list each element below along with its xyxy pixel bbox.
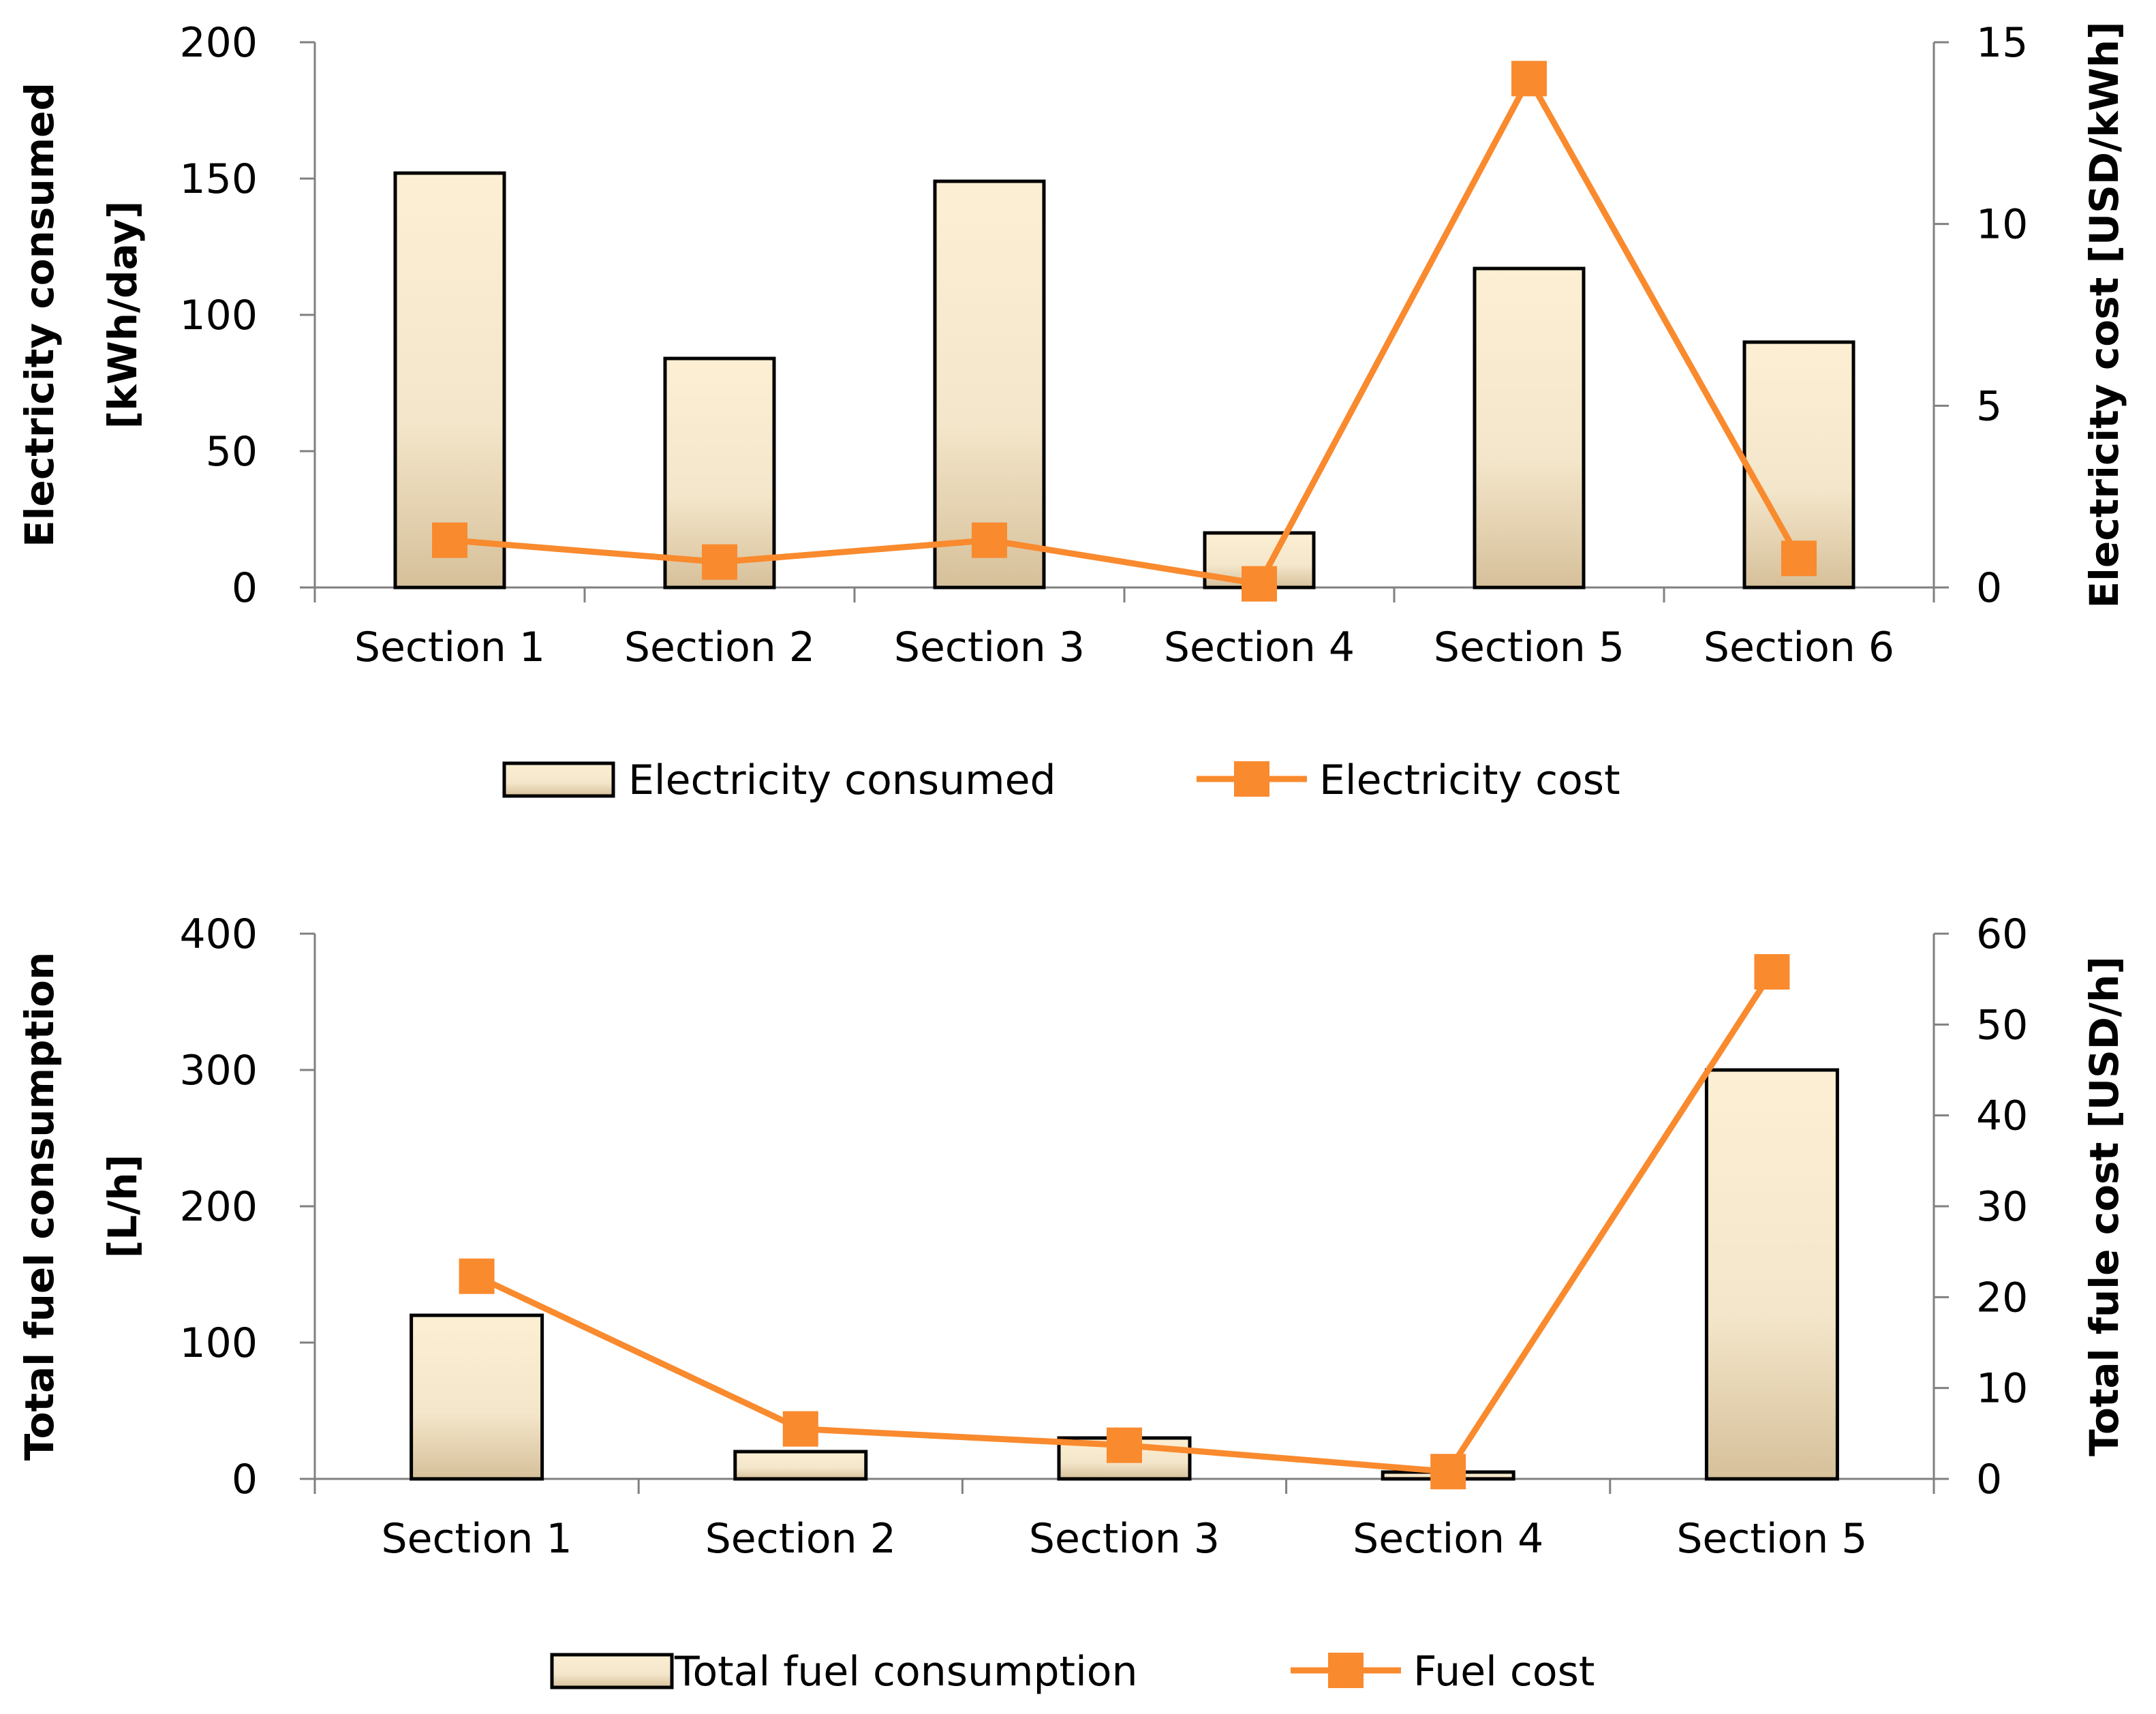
- legend-line-label: Electricity cost: [1319, 756, 1620, 804]
- y2-tick-label: 5: [1976, 382, 2002, 430]
- bar: [1704, 1068, 1839, 1481]
- cost-line: [449, 75, 1802, 587]
- line-point: [432, 522, 467, 558]
- x-tick-label: Section 1: [354, 624, 545, 671]
- legend-line-marker: [1234, 761, 1269, 797]
- x-tick-label: Section 2: [624, 624, 815, 671]
- y2-tick-label: 10: [1976, 201, 2028, 249]
- y2-tick-label: 30: [1976, 1183, 2028, 1231]
- y-tick-label: 50: [206, 428, 258, 476]
- y-tick-label: 100: [179, 292, 258, 339]
- y2-tick-label: 40: [1976, 1092, 2028, 1140]
- fuel-chart: 0 100 200 300 400 0 10 20 30 40 50 60 Section 1 Secti…: [16, 910, 2127, 1696]
- y2-tick-label: 0: [1976, 1456, 2002, 1503]
- x-tick-label: Section 5: [1434, 624, 1624, 671]
- bar: [410, 1313, 544, 1481]
- line-point: [1430, 1454, 1466, 1490]
- y2-axis-title: Total fule cost [USD/h]: [2081, 956, 2127, 1456]
- bar: [1473, 266, 1586, 590]
- x-tick-label: Section 2: [705, 1515, 896, 1563]
- line-point: [1781, 540, 1817, 577]
- bar: [393, 171, 506, 590]
- line-point: [1107, 1427, 1142, 1463]
- y-tick-label: 0: [232, 1456, 258, 1503]
- line-point: [1511, 61, 1547, 97]
- y-axis-title-line2: [kWh/day]: [99, 201, 146, 429]
- y2-tick-label: 10: [1976, 1365, 2028, 1413]
- x-tick-label: Section 5: [1676, 1515, 1867, 1563]
- x-tick-label: Section 1: [382, 1515, 572, 1563]
- y-tick-label: 300: [179, 1047, 258, 1095]
- x-tick-label: Section 6: [1704, 624, 1894, 671]
- y-tick-label: 100: [179, 1319, 258, 1367]
- bar: [933, 179, 1046, 590]
- bar: [733, 1450, 868, 1481]
- line-point: [702, 544, 737, 580]
- y2-tick-label: 15: [1976, 19, 2028, 67]
- x-tick-label: Section 3: [894, 624, 1085, 671]
- y-tick-label: 0: [232, 564, 258, 612]
- y2-tick-label: 20: [1976, 1274, 2028, 1321]
- y2-axis-title: Electricity cost [USD/kWh]: [2081, 21, 2127, 608]
- cost-line: [475, 970, 1775, 1475]
- legend-bar-label: Electricity consumed: [628, 756, 1056, 804]
- y-tick-label: 400: [179, 910, 258, 958]
- x-tick-label: Section 4: [1353, 1515, 1543, 1563]
- y-tick-label: 150: [179, 155, 258, 203]
- legend-bar-swatch: [550, 1653, 674, 1689]
- y-axis-title-line1: Total fuel consumption: [16, 952, 63, 1461]
- line-point: [782, 1411, 818, 1447]
- y2-tick-label: 0: [1976, 564, 2002, 612]
- y-tick-label: 200: [179, 19, 258, 67]
- legend-line-marker: [1328, 1653, 1364, 1688]
- y2-tick-label: 60: [1976, 910, 2028, 958]
- y-axis-title-line1: Electricity consumed: [16, 82, 63, 547]
- y-tick-label: 200: [179, 1183, 258, 1231]
- line-point: [1242, 566, 1277, 602]
- legend-bar-label: Total fuel consumption: [674, 1648, 1137, 1696]
- line-point: [1754, 954, 1790, 990]
- y2-tick-label: 50: [1976, 1001, 2028, 1049]
- x-tick-label: Section 4: [1164, 624, 1355, 671]
- legend-bar-swatch: [502, 761, 615, 798]
- electricity-chart: 0 50 100 150 200 0 5 10 15 Section 1 Section 2 Sect…: [16, 19, 2127, 804]
- line-point: [459, 1258, 495, 1294]
- line-point: [972, 522, 1007, 558]
- legend-line-label: Fuel cost: [1413, 1648, 1595, 1696]
- y-axis-title-line2: [L/h]: [99, 1154, 146, 1258]
- x-tick-label: Section 3: [1029, 1515, 1220, 1563]
